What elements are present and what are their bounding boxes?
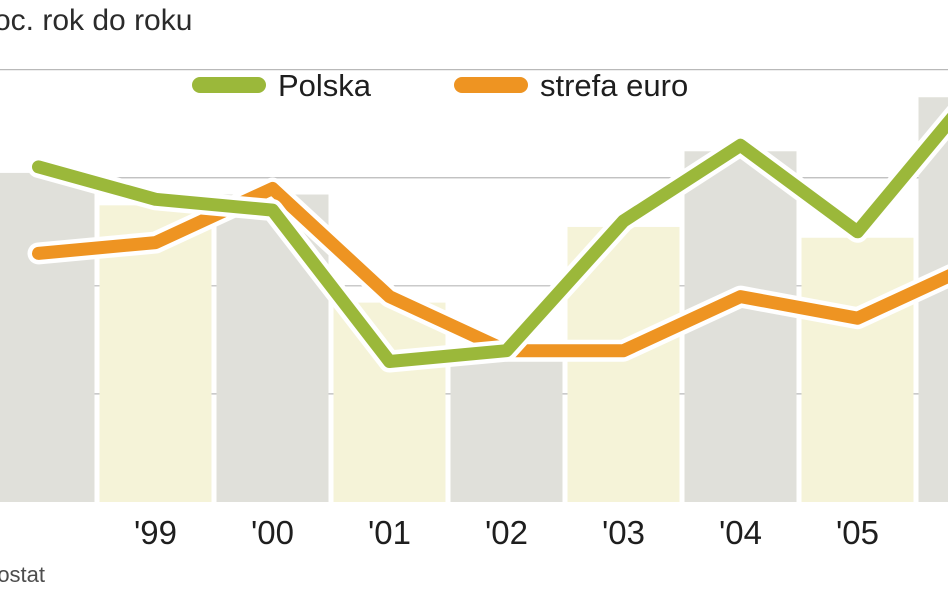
x-tick-label: '02 — [485, 514, 528, 551]
polska-point — [389, 360, 390, 362]
source-label: rostat — [0, 562, 46, 587]
strefa-euro-point — [272, 188, 273, 190]
band-02 — [450, 356, 563, 502]
strefa-euro-point — [38, 252, 39, 254]
x-tick-label: '04 — [719, 514, 762, 551]
x-tick-label: '01 — [368, 514, 411, 551]
polska-point — [740, 144, 741, 146]
x-tick-label: '05 — [836, 514, 879, 551]
x-tick-label: '00 — [251, 514, 294, 551]
band-00 — [216, 194, 329, 502]
x-tick-label: '99 — [134, 514, 177, 551]
legend-polska: Polska — [278, 68, 372, 103]
polska-point — [623, 220, 624, 222]
band-04 — [684, 151, 797, 503]
polska-point — [506, 350, 507, 352]
series-lines — [27, 105, 948, 373]
polska-point — [38, 166, 39, 168]
unit-label: oc. rok do roku — [0, 4, 193, 37]
polska-point — [155, 198, 156, 200]
strefa-euro-point — [740, 296, 741, 298]
x-tick-label: '03 — [602, 514, 645, 551]
polska-point — [857, 231, 858, 233]
polska-point — [272, 209, 273, 211]
series-polska-line — [32, 112, 948, 368]
legend-strefa-euro: strefa euro — [540, 68, 688, 103]
band-98 — [0, 172, 95, 502]
strefa-euro-point — [857, 317, 858, 319]
strefa-euro-point — [155, 242, 156, 244]
strefa-euro-point — [389, 296, 390, 298]
legend: Polska strefa euro — [192, 68, 688, 103]
strefa-euro-point — [623, 350, 624, 352]
x-axis-ticks: '99'00'01'02'03'04'05'06 — [134, 514, 879, 551]
band-05 — [801, 237, 914, 502]
band-01 — [333, 302, 446, 502]
background-bands — [0, 97, 948, 503]
